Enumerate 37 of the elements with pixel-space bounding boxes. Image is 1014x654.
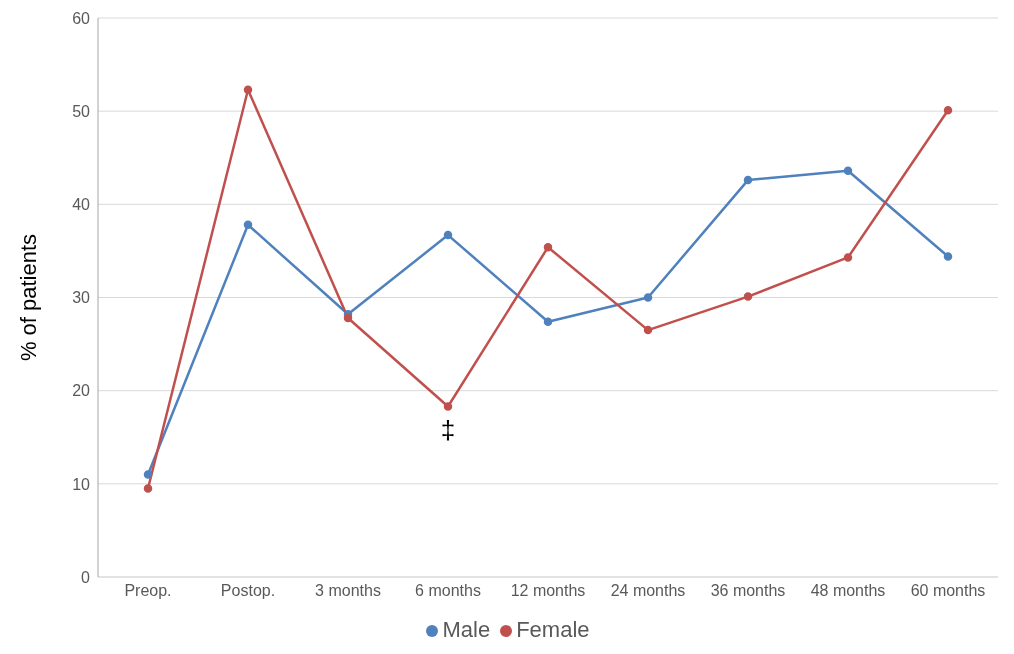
- point: [743, 292, 753, 301]
- point: [843, 166, 853, 176]
- point: [943, 105, 953, 115]
- point: [543, 317, 553, 326]
- x-tick-label: 3 months: [315, 582, 381, 600]
- point: [743, 175, 753, 185]
- point: [243, 85, 253, 94]
- x-tick-label: Preop.: [124, 582, 172, 600]
- point: [343, 313, 353, 323]
- y-axis-title: % of patients: [15, 233, 41, 362]
- y-tick-label: 50: [72, 102, 91, 120]
- point: [643, 293, 653, 302]
- y-tick-label: 30: [72, 289, 91, 307]
- legend-label: Female: [516, 617, 590, 642]
- y-tick-label: 20: [72, 382, 91, 400]
- x-tick-label: 24 months: [610, 582, 686, 600]
- point: [843, 253, 853, 262]
- point: [443, 230, 453, 240]
- y-tick-label: 40: [72, 196, 91, 214]
- y-tick-label: 10: [72, 475, 91, 493]
- x-tick-label: 12 months: [510, 582, 586, 600]
- x-tick-label: 60 months: [910, 582, 986, 600]
- point: [943, 252, 953, 261]
- point: [543, 242, 553, 252]
- x-tick-label: 48 months: [810, 582, 886, 600]
- x-tick-label: 6 months: [415, 582, 481, 600]
- point: [243, 220, 253, 230]
- point: [143, 470, 153, 479]
- annotation: ‡: [440, 414, 456, 445]
- x-tick-label: Postop.: [220, 582, 276, 600]
- y-tick-label: 0: [81, 568, 91, 586]
- point: [143, 484, 153, 493]
- legend-label: Male: [442, 617, 491, 642]
- y-tick-label: 60: [72, 9, 91, 27]
- point: [443, 402, 453, 411]
- point: [643, 325, 653, 335]
- x-tick-label: 36 months: [710, 582, 786, 600]
